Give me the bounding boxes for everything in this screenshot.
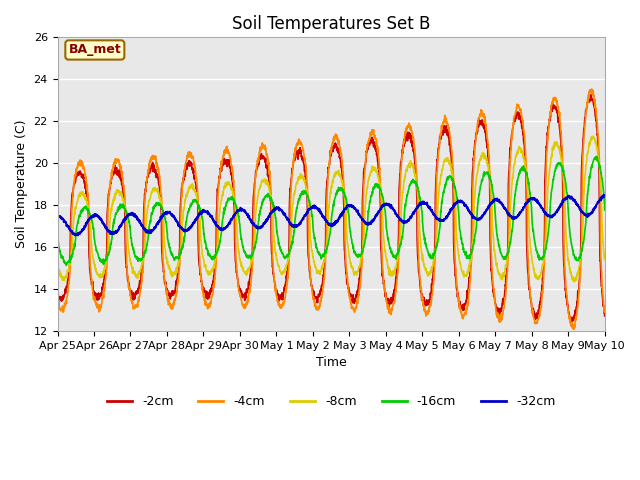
Title: Soil Temperatures Set B: Soil Temperatures Set B [232, 15, 430, 33]
Legend: -2cm, -4cm, -8cm, -16cm, -32cm: -2cm, -4cm, -8cm, -16cm, -32cm [102, 390, 560, 413]
Y-axis label: Soil Temperature (C): Soil Temperature (C) [15, 120, 28, 248]
X-axis label: Time: Time [316, 356, 346, 369]
Text: BA_met: BA_met [68, 44, 121, 57]
